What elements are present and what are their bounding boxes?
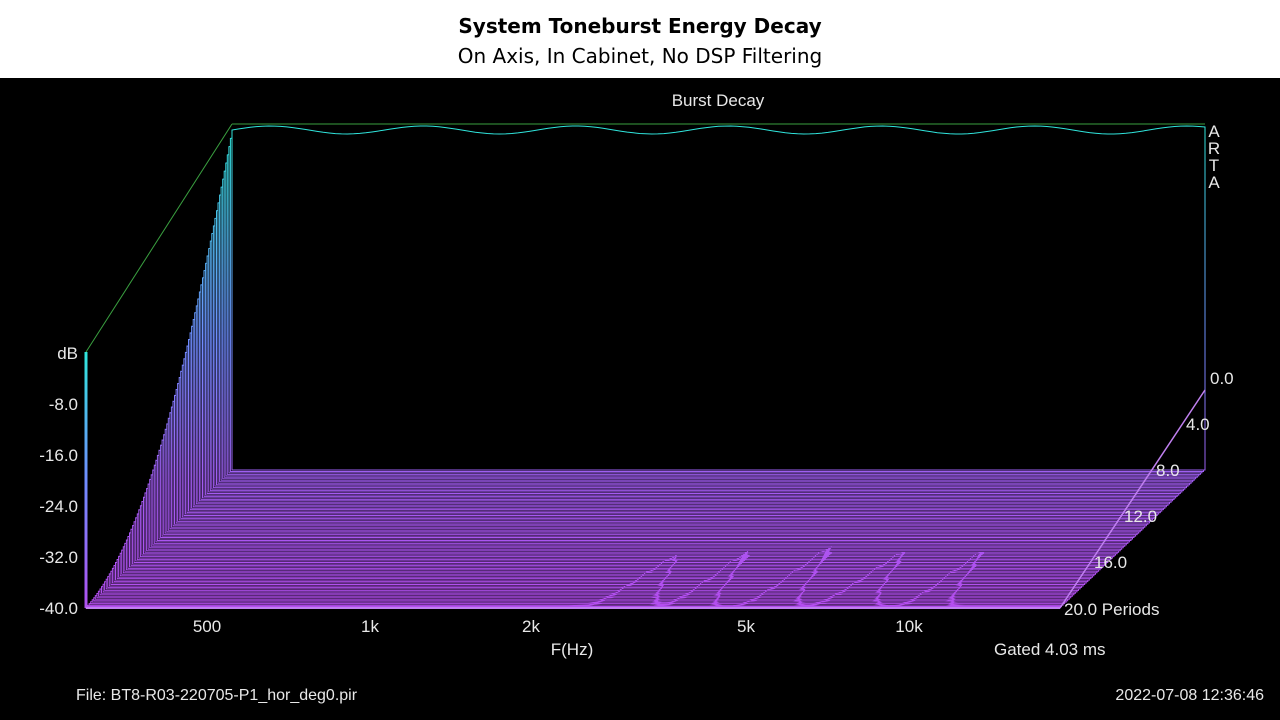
box-edge-left [85,123,233,353]
db-tick-label: -8.0 [49,395,78,414]
decay-slice [231,125,1206,471]
frequency-tick-label: 1k [361,617,379,636]
chart-title: Burst Decay [672,91,765,110]
watermark-letter: A [1208,122,1220,141]
x-axis-label: F(Hz) [551,640,593,659]
periods-tick-labels: 0.0 4.0 8.0 12.0 16.0 20.0 Periods [1064,369,1234,619]
file-name: File: BT8-R03-220705-P1_hor_deg0.pir [76,687,358,704]
timestamp: 2022-07-08 12:36:46 [1115,687,1264,704]
db-tick-label: -32.0 [39,548,78,567]
db-tick-labels: dB -8.0 -16.0 -24.0 -32.0 -40.0 [39,344,78,618]
periods-tick-label: 12.0 [1124,507,1157,526]
frequency-tick-label: 5k [737,617,755,636]
db-tick-label: -24.0 [39,497,78,516]
watermark-letter: R [1208,139,1220,158]
db-tick-label: -16.0 [39,446,78,465]
frequency-tick-label: 10k [895,617,923,636]
gate-label: Gated 4.03 ms [994,640,1106,659]
db-tick-label: dB [57,344,78,363]
watermark-letter: T [1209,156,1219,175]
arta-watermark: A R T A [1208,122,1220,192]
periods-tick-label: 20.0 Periods [1064,600,1159,619]
watermark-letter: A [1208,173,1220,192]
page-subtitle: On Axis, In Cabinet, No DSP Filtering [457,44,823,68]
waterfall-slices [85,125,1206,609]
frequency-tick-label: 500 [193,617,221,636]
periods-tick-label: 0.0 [1210,369,1234,388]
header: System Toneburst Energy Decay On Axis, I… [0,0,1280,78]
frequency-tick-label: 2k [522,617,540,636]
page-title: System Toneburst Energy Decay [458,14,822,38]
periods-axis [1059,389,1206,609]
db-tick-label: -40.0 [39,599,78,618]
periods-tick-label: 4.0 [1186,415,1210,434]
periods-tick-label: 16.0 [1094,553,1127,572]
periods-tick-label: 8.0 [1156,461,1180,480]
frequency-tick-labels: 500 1k 2k 5k 10k [193,617,923,636]
